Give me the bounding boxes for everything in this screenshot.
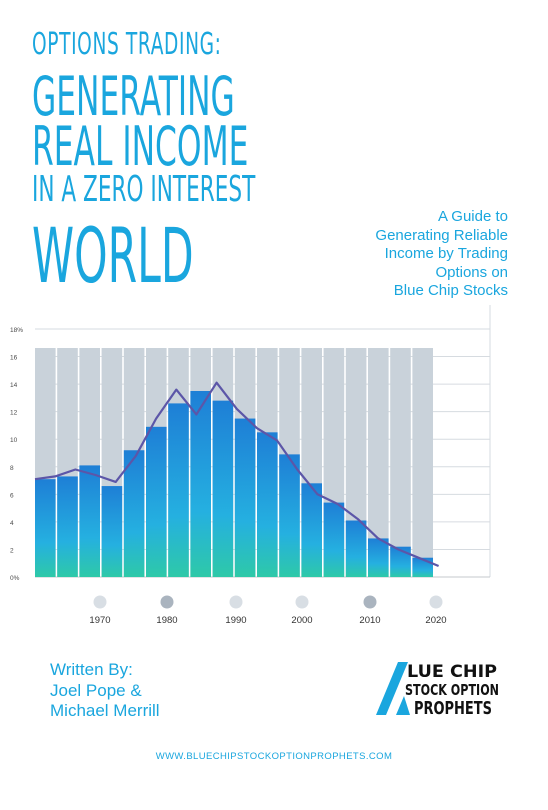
x-axis-labels: 1970 1980 1990 2000 2010 2020: [89, 615, 446, 626]
y-axis-ticks: 0% 2 4 6 8 10 12 14 16 18%: [10, 327, 23, 582]
author-2: Michael Merrill: [50, 701, 160, 720]
legend-dot: [363, 595, 377, 609]
x-axis-label: 1980: [156, 615, 177, 626]
title-line-1: OPTIONS TRADING:: [32, 27, 222, 62]
y-tick-label: 4: [10, 520, 14, 527]
bar: [390, 546, 411, 577]
legend-dot: [229, 595, 243, 609]
subtitle-line-4: Options on: [435, 263, 508, 281]
chart-bars: [35, 391, 433, 577]
y-tick-label: 6: [10, 492, 14, 499]
legend-dot: [93, 595, 107, 609]
bar: [79, 465, 100, 577]
logo-line-1: LUE CHIP: [407, 662, 497, 682]
legend-dot: [429, 595, 443, 609]
x-axis-label: 1990: [225, 615, 246, 626]
y-tick-label: 12: [10, 410, 18, 417]
y-tick-label: 0%: [10, 575, 20, 582]
title-line-4: IN A ZERO INTEREST: [32, 169, 256, 210]
bar: [123, 450, 145, 577]
book-title: OPTIONS TRADING: GENERATING REAL INCOME …: [32, 30, 362, 294]
y-tick-label: 14: [10, 382, 18, 389]
legend-dots: [93, 595, 443, 609]
column-background: [368, 348, 389, 577]
subtitle-line-3: Income by Trading: [384, 245, 508, 262]
column-background: [412, 348, 433, 577]
bar: [368, 538, 389, 577]
y-tick-label: 16: [10, 355, 18, 362]
column-background: [390, 348, 411, 577]
bar: [35, 479, 56, 577]
bar: [168, 403, 189, 577]
y-tick-label: 18%: [10, 327, 23, 334]
column-background: [345, 348, 367, 577]
x-axis-label: 2000: [291, 615, 312, 626]
chart-trend-line: [34, 381, 440, 568]
bar: [345, 520, 367, 577]
bar: [279, 454, 300, 577]
written-by-label: Written By:: [50, 660, 133, 679]
title-line-3: REAL INCOME: [32, 115, 249, 178]
legend-dot: [295, 595, 309, 609]
author-block: Written By: Joel Pope & Michael Merrill: [50, 660, 160, 722]
bar: [234, 418, 256, 577]
subtitle: A Guide to Generating Reliable Income by…: [308, 208, 508, 301]
x-axis-label: 2010: [359, 615, 380, 626]
legend-dot: [160, 595, 174, 609]
x-axis-label: 2020: [425, 615, 446, 626]
trend-line: [34, 381, 440, 568]
subtitle-line-2: Generating Reliable: [375, 226, 508, 244]
logo-line-2: STOCK OPTION: [405, 681, 499, 699]
bar: [146, 426, 167, 577]
bar: [301, 483, 322, 577]
subtitle-line-5: Blue Chip Stocks: [393, 282, 508, 299]
y-tick-label: 10: [10, 437, 18, 444]
subtitle-line-1: A Guide to: [437, 208, 508, 225]
blue-chip-logo: LUE CHIP STOCK OPTION PROPHETS: [376, 662, 499, 716]
y-tick-label: 2: [10, 547, 14, 554]
website-url: WWW.BLUECHIPSTOCKOPTIONPROPHETS.COM: [155, 751, 393, 762]
y-tick-label: 8: [10, 465, 14, 472]
title-line-5: WORLD: [32, 211, 194, 300]
logo-line-3: PROPHETS: [414, 698, 492, 716]
author-1: Joel Pope &: [50, 680, 142, 700]
interest-rate-chart: 0% 2 4 6 8 10 12 14 16 18% 1970 1980 1990 2000 2010 20…: [10, 305, 491, 626]
bar: [323, 502, 345, 577]
title-line-2: GENERATING: [32, 65, 235, 128]
bar: [57, 476, 78, 577]
bar: [101, 486, 123, 577]
bar: [257, 432, 278, 577]
bar: [212, 400, 234, 577]
bar: [190, 391, 211, 577]
x-axis-label: 1970: [89, 615, 110, 626]
